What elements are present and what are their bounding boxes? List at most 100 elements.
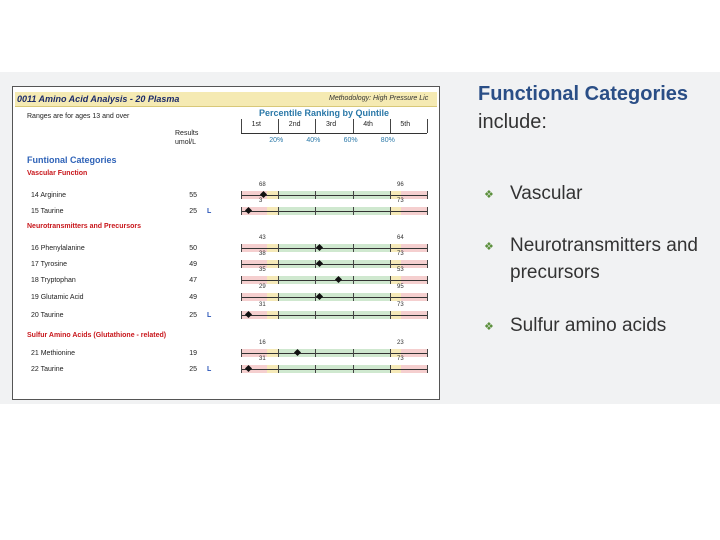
bar-tick (389, 244, 391, 252)
reference-high: 53 (397, 267, 404, 273)
category-label: Sulfur Amino Acids (Glutathione - relate… (27, 332, 167, 339)
reference-low: 29 (259, 284, 266, 290)
analyte-result: 47 (189, 277, 197, 284)
reference-low: 16 (259, 340, 266, 346)
quintile-label: 1st (251, 121, 261, 128)
bar-axis (241, 369, 427, 370)
reference-high: 73 (397, 356, 404, 362)
reference-high: 96 (397, 182, 404, 188)
reference-high: 64 (397, 235, 404, 241)
bar-tick (278, 244, 280, 252)
low-flag: L (207, 312, 212, 319)
bar-tick (427, 293, 428, 301)
slide-title: Functional Categories include: (478, 80, 718, 136)
section-heading: Funtional Categories (27, 155, 117, 165)
bar-tick (315, 311, 317, 319)
bar-tick (389, 276, 391, 284)
bar-tick (315, 349, 317, 357)
percent-label: 20% (269, 137, 284, 144)
bar-axis (241, 264, 427, 265)
slide-title-rest: include: (478, 111, 547, 133)
bar-tick (389, 349, 391, 357)
bar-tick (352, 349, 354, 357)
analyte-result: 49 (189, 294, 197, 301)
reference-high: 73 (397, 302, 404, 308)
quintile-tick (315, 119, 317, 133)
analyte-name: 18 Tryptophan (31, 277, 76, 284)
analyte-name: 19 Glutamic Acid (31, 294, 84, 301)
reference-low: 43 (259, 235, 266, 241)
percent-label: 80% (380, 137, 395, 144)
bar-tick (241, 293, 242, 301)
bar-tick (278, 260, 280, 268)
bar-axis (241, 195, 427, 196)
bullet-icon: ❖ (484, 321, 494, 333)
bar-tick (427, 349, 428, 357)
ranges-note: Ranges are for ages 13 and over (27, 113, 130, 120)
bar-axis (241, 211, 427, 212)
bar-tick (315, 276, 317, 284)
units-label: umol/L (175, 139, 197, 146)
percent-label: 60% (343, 137, 358, 144)
bar-tick (315, 191, 317, 199)
bar-tick (278, 276, 280, 284)
quintile-tick (427, 119, 428, 133)
bar-tick (427, 207, 428, 215)
bar-tick (315, 365, 317, 373)
bar-tick (427, 191, 428, 199)
bar-tick (389, 365, 391, 373)
bar-axis (241, 297, 427, 298)
results-label: Results (175, 130, 199, 137)
analyte-name: 22 Taurine (31, 366, 64, 373)
bar-tick (278, 311, 280, 319)
bar-tick (352, 365, 354, 373)
bar-tick (352, 276, 354, 284)
bar-tick (389, 260, 391, 268)
bar-tick (278, 191, 280, 199)
reference-high: 95 (397, 284, 404, 290)
report-title-bar: 0011 Amino Acid Analysis - 20 Plasma Met… (15, 92, 437, 107)
reference-low: 3 (259, 198, 263, 204)
quintile-tick (389, 119, 391, 133)
amino-acid-report: 0011 Amino Acid Analysis - 20 Plasma Met… (12, 86, 440, 400)
bar-tick (241, 207, 242, 215)
bar-tick (427, 276, 428, 284)
bar-axis (241, 315, 427, 316)
analyte-result: 55 (189, 192, 197, 199)
reference-low: 31 (259, 302, 266, 308)
bar-tick (278, 207, 280, 215)
bar-tick (241, 365, 242, 373)
bar-tick (278, 349, 280, 357)
bar-tick (352, 191, 354, 199)
bar-tick (389, 293, 391, 301)
bar-tick (241, 311, 242, 319)
bar-tick (389, 191, 391, 199)
bar-tick (427, 244, 428, 252)
analyte-result: 25 (189, 208, 197, 215)
quintile-tick (352, 119, 354, 133)
bullet-text-vascular: Vascular (510, 183, 583, 204)
reference-high: 73 (397, 198, 404, 204)
bar-tick (427, 365, 428, 373)
analyte-result: 25 (189, 312, 197, 319)
analyte-name: 20 Taurine (31, 312, 64, 319)
bullet-text-neurotransmitters: Neurotransmitters and precursors (510, 235, 698, 283)
bar-tick (315, 207, 317, 215)
bar-axis (241, 353, 427, 354)
quintile-label: 3rd (326, 121, 337, 128)
quintile-label: 4th (363, 121, 373, 128)
bar-tick (352, 260, 354, 268)
bar-tick (241, 244, 242, 252)
bar-tick (278, 293, 280, 301)
analyte-name: 21 Methionine (31, 350, 75, 357)
reference-high: 73 (397, 251, 404, 257)
bar-tick (352, 293, 354, 301)
bar-tick (241, 276, 242, 284)
report-title: 0011 Amino Acid Analysis - 20 Plasma (17, 94, 180, 104)
bar-tick (241, 260, 242, 268)
bar-tick (389, 207, 391, 215)
quintile-tick (241, 119, 242, 133)
percent-label: 40% (306, 137, 321, 144)
bar-tick (352, 311, 354, 319)
bar-axis (241, 280, 427, 281)
